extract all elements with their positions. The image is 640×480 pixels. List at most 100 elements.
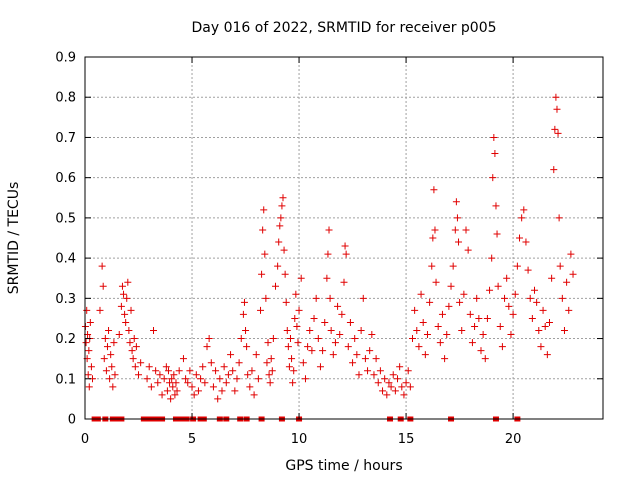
data-point [543, 351, 551, 359]
data-point [406, 383, 414, 391]
data-point [108, 363, 116, 371]
data-point [567, 250, 575, 258]
data-point [297, 274, 305, 282]
data-point [434, 322, 442, 330]
data-point [86, 318, 94, 326]
data-point [160, 375, 168, 383]
data-point [147, 383, 155, 391]
data-point [548, 274, 556, 282]
data-point [355, 371, 363, 379]
data-point [453, 214, 461, 222]
y-tick-label: 0 [68, 413, 76, 428]
data-point [143, 375, 151, 383]
data-point [117, 302, 125, 310]
data-point [340, 278, 348, 286]
data-point [518, 214, 526, 222]
data-point [214, 395, 222, 403]
data-point [99, 282, 107, 290]
data-point [284, 343, 292, 351]
data-point [458, 327, 466, 335]
data-point [372, 355, 380, 363]
data-point [331, 339, 339, 347]
data-point [227, 351, 235, 359]
data-point [264, 339, 272, 347]
y-tick-label: 0.6 [55, 171, 76, 186]
data-point [98, 262, 106, 270]
data-point [426, 298, 434, 306]
data-point [101, 335, 109, 343]
y-tick-label: 0.2 [55, 332, 76, 347]
data-point [304, 343, 312, 351]
data-point [268, 367, 276, 375]
data-point [383, 391, 391, 399]
data-point [158, 391, 166, 399]
data-point [261, 250, 269, 258]
data-point [473, 294, 481, 302]
data-point [182, 375, 190, 383]
grid [85, 57, 603, 419]
data-point [432, 278, 440, 286]
data-point [550, 166, 558, 174]
data-point [163, 387, 171, 395]
x-tick-label: 20 [505, 432, 522, 447]
data-point [441, 355, 449, 363]
data-point [207, 359, 215, 367]
data-point [244, 371, 252, 379]
data-point [194, 387, 202, 395]
data-point [475, 314, 483, 322]
data-point [338, 310, 346, 318]
data-point [85, 383, 93, 391]
data-point [299, 359, 307, 367]
data-point [269, 335, 277, 343]
x-tick-label: 0 [81, 432, 89, 447]
data-point [531, 286, 539, 294]
data-point [100, 355, 108, 363]
data-point [216, 375, 224, 383]
data-point [533, 298, 541, 306]
data-point [272, 282, 280, 290]
data-point [349, 359, 357, 367]
data-point [357, 327, 365, 335]
data-point [212, 367, 220, 375]
data-point [205, 335, 213, 343]
data-point [186, 367, 194, 375]
data-point [492, 202, 500, 210]
data-point [520, 206, 528, 214]
data-point [394, 375, 402, 383]
data-point [172, 379, 180, 387]
data-point [275, 238, 283, 246]
axes: 0 0.1 0.2 0.3 0.4 0.5 0.6 0.7 0.8 0.9 0 5 10 15 20 [55, 51, 604, 447]
y-axis-label: SRMTID / TECUs [6, 182, 22, 295]
data-point [179, 355, 187, 363]
data-point [224, 371, 232, 379]
data-point [535, 327, 543, 335]
data-point [231, 387, 239, 395]
data-point [323, 274, 331, 282]
data-point [115, 331, 123, 339]
data-point [168, 375, 176, 383]
data-point [283, 327, 291, 335]
data-point [545, 318, 553, 326]
data-point [481, 355, 489, 363]
data-point [477, 347, 485, 355]
data-point [82, 339, 90, 347]
data-point [415, 343, 423, 351]
data-point [276, 222, 284, 230]
data-point [368, 331, 376, 339]
data-point [292, 290, 300, 298]
data-point [498, 343, 506, 351]
data-point [389, 371, 397, 379]
data-points [81, 93, 577, 403]
data-point [516, 234, 524, 242]
data-point [385, 379, 393, 387]
data-point [278, 202, 286, 210]
data-point [552, 93, 560, 101]
data-point [87, 363, 95, 371]
data-point [237, 335, 245, 343]
data-point [294, 339, 302, 347]
data-point [509, 310, 517, 318]
data-point [558, 294, 566, 302]
data-point [242, 327, 250, 335]
data-point [107, 351, 115, 359]
